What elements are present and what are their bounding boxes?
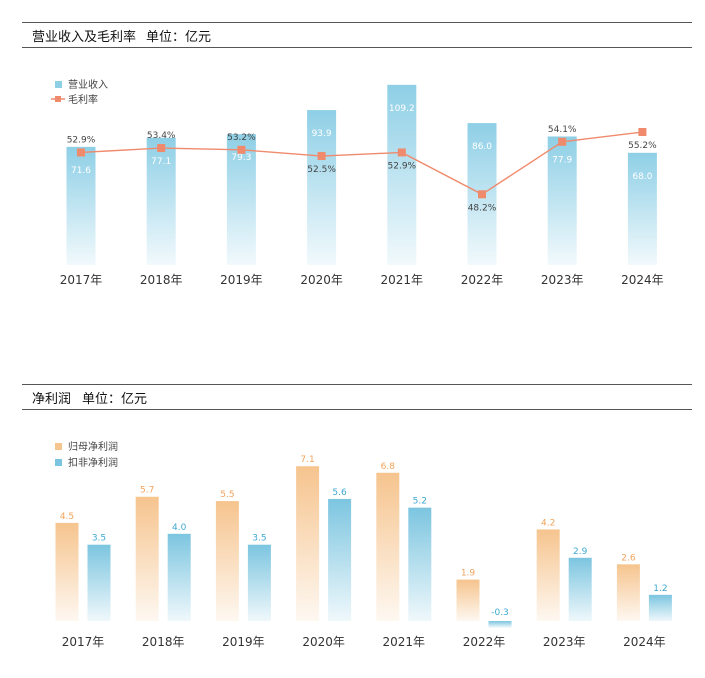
revenue-section-title: 营业收入及毛利率: [32, 30, 137, 45]
revenue-bar: [226, 134, 256, 265]
parent-profit-bar: [536, 529, 560, 621]
x-tick-label: 2021年: [383, 635, 426, 649]
x-tick-label: 2018年: [142, 635, 185, 649]
margin-point: [317, 152, 326, 161]
x-tick-label: 2022年: [461, 273, 504, 287]
margin-value-label: 53.2%: [227, 133, 256, 143]
legend-label-revenue: 营业收入: [68, 78, 108, 91]
revenue-bar: [547, 136, 577, 265]
revenue-value-label: 79.3: [231, 153, 251, 163]
parent-profit-bar: [296, 466, 320, 621]
parent-profit-value-label: 1.9: [461, 569, 476, 579]
deducted-profit-value-label: 3.5: [252, 534, 266, 544]
deducted-profit-bar: [568, 557, 592, 621]
revenue-bar: [387, 84, 417, 265]
x-tick-label: 2024年: [621, 273, 664, 287]
revenue-bar: [307, 110, 337, 265]
margin-line: [80, 131, 643, 196]
legend-marker-margin: [55, 96, 61, 102]
legend-swatch-parent-profit: [55, 443, 62, 450]
legend-label-deducted-profit: 扣非净利润: [68, 456, 118, 469]
deducted-profit-value-label: 3.5: [92, 534, 106, 544]
margin-point: [397, 148, 406, 157]
margin-point: [157, 144, 166, 153]
legend-swatch-deducted-profit: [55, 459, 62, 466]
parent-profit-value-label: 6.8: [381, 462, 396, 472]
deducted-profit-bar: [648, 594, 672, 621]
margin-value-label: 55.2%: [628, 141, 657, 151]
parent-profit-value-label: 7.1: [300, 455, 314, 465]
revenue-bar: [66, 146, 96, 265]
revenue-value-label: 68.0: [632, 172, 652, 182]
parent-profit-value-label: 5.5: [220, 490, 234, 500]
x-tick-label: 2019年: [222, 635, 265, 649]
x-tick-label: 2024年: [623, 635, 666, 649]
x-tick-label: 2023年: [543, 635, 586, 649]
deducted-profit-bar: [247, 544, 271, 621]
deducted-profit-bar: [167, 533, 191, 621]
revenue-unit-label: 单位：亿元: [146, 30, 212, 45]
revenue-value-label: 71.6: [71, 166, 91, 176]
revenue-value-label: 86.0: [472, 142, 492, 152]
x-tick-label: 2020年: [302, 635, 345, 649]
x-tick-label: 2021年: [381, 273, 424, 287]
margin-value-label: 54.1%: [548, 125, 577, 135]
margin-value-label: 52.9%: [388, 161, 417, 171]
profit-section-title: 净利润: [32, 392, 72, 407]
margin-point: [638, 128, 647, 136]
revenue-value-label: 77.9: [552, 155, 572, 165]
revenue-section-header: 营业收入及毛利率 单位：亿元: [22, 22, 692, 48]
legend-label-margin: 毛利率: [68, 93, 98, 106]
deducted-profit-bar: [488, 621, 512, 628]
parent-profit-bar: [456, 579, 480, 621]
deducted-profit-value-label: 1.2: [653, 584, 667, 594]
deducted-profit-bar: [87, 544, 111, 621]
x-tick-label: 2022年: [463, 635, 506, 649]
deducted-profit-value-label: 5.2: [413, 497, 427, 507]
parent-profit-bar: [376, 472, 400, 621]
margin-point: [478, 190, 486, 199]
x-tick-label: 2017年: [62, 635, 105, 649]
parent-profit-value-label: 2.6: [621, 553, 636, 563]
deducted-profit-value-label: 5.6: [332, 488, 347, 498]
revenue-value-label: 77.1: [151, 157, 171, 167]
margin-value-label: 52.9%: [67, 135, 96, 145]
x-tick-label: 2018年: [140, 273, 183, 287]
x-tick-label: 2020年: [300, 273, 343, 287]
revenue-bar: [146, 137, 176, 265]
legend-swatch-revenue: [55, 81, 62, 88]
margin-value-label: 52.5%: [307, 165, 336, 175]
parent-profit-value-label: 4.5: [60, 512, 74, 522]
parent-profit-bar: [215, 501, 239, 621]
margin-value-label: 53.4%: [147, 131, 176, 141]
deducted-profit-value-label: 4.0: [172, 523, 187, 533]
parent-profit-value-label: 5.7: [140, 486, 154, 496]
deducted-profit-value-label: 2.9: [573, 547, 588, 557]
deducted-profit-value-label: -0.3: [491, 608, 509, 618]
x-tick-label: 2019年: [220, 273, 263, 287]
margin-point: [558, 137, 567, 146]
parent-profit-value-label: 4.2: [541, 518, 555, 528]
x-tick-label: 2023年: [541, 273, 584, 287]
x-tick-label: 2017年: [60, 273, 103, 287]
margin-point: [237, 145, 246, 154]
deducted-profit-bar: [408, 507, 432, 621]
profit-unit-label: 单位：亿元: [82, 392, 148, 407]
deducted-profit-bar: [328, 498, 352, 621]
legend-label-parent-profit: 归母净利润: [68, 440, 118, 453]
margin-value-label: 48.2%: [468, 203, 497, 213]
margin-point: [77, 148, 85, 157]
revenue-value-label: 93.9: [312, 129, 332, 139]
parent-profit-bar: [135, 496, 159, 621]
revenue-value-label: 109.2: [389, 104, 415, 114]
profit-section-header: 净利润 单位：亿元: [22, 384, 692, 410]
parent-profit-bar: [55, 522, 79, 621]
parent-profit-bar: [616, 564, 640, 621]
revenue-bar: [627, 152, 657, 265]
